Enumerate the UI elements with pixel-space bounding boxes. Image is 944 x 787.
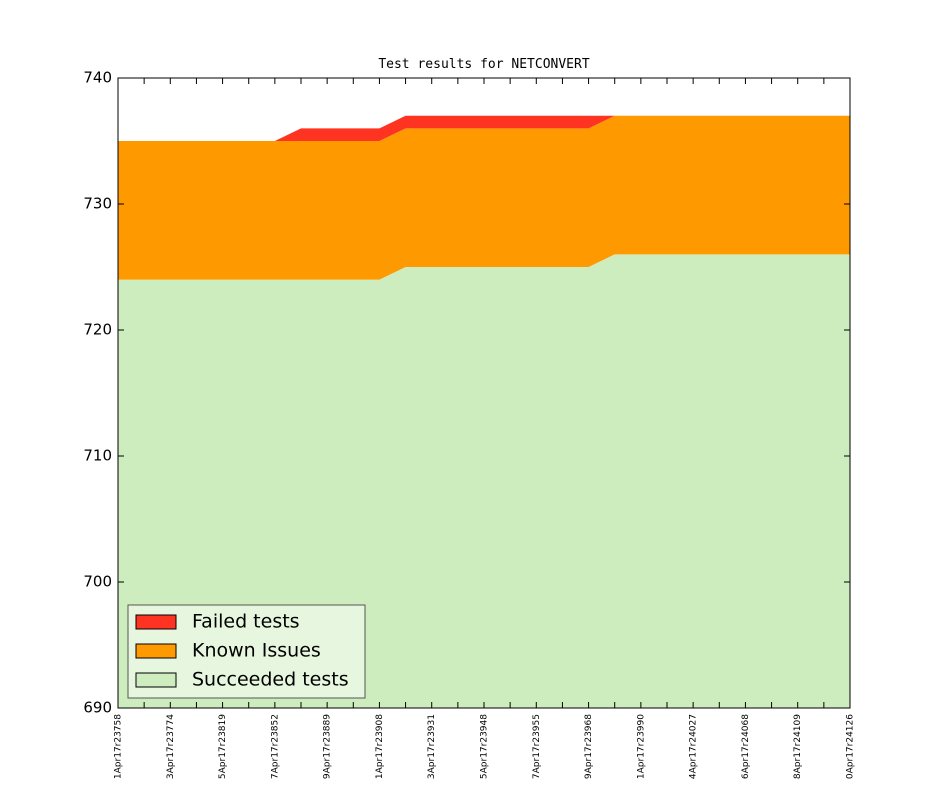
y-tick-label: 730: [83, 195, 112, 213]
x-tick-label: 1Apr17r23990: [636, 714, 646, 779]
x-tick-label: 7Apr17r23955: [532, 714, 542, 779]
area: [118, 115, 850, 141]
x-tick-label: 6Apr17r24068: [741, 714, 751, 779]
x-tick-label: 3Apr17r23931: [427, 714, 437, 779]
x-tick-label: 5Apr17r23948: [480, 714, 490, 779]
chart-title: Test results for NETCONVERT: [378, 57, 589, 72]
x-tick-label: 9Apr17r23889: [323, 714, 333, 779]
legend-label: Known Issues: [192, 640, 321, 662]
y-tick-label: 720: [83, 321, 112, 339]
x-tick-label: 0Apr17r24126: [846, 714, 856, 779]
area: [118, 115, 850, 280]
y-tick-label: 690: [83, 699, 112, 717]
legend-label: Succeeded tests: [192, 669, 349, 691]
y-tick-label: 700: [83, 573, 112, 591]
x-tick-label: 7Apr17r23852: [270, 714, 280, 779]
y-tick-label: 740: [83, 69, 112, 87]
x-tick-label: 5Apr17r23819: [218, 714, 228, 779]
y-tick-label: 710: [83, 447, 112, 465]
x-tick-label: 3Apr17r23774: [166, 714, 176, 779]
legend-label: Failed tests: [192, 611, 300, 633]
legend: Failed tests Known Issues Succeeded tests: [127, 604, 366, 699]
x-tick-label: 1Apr17r23758: [114, 714, 124, 779]
x-tick-label: 9Apr17r23968: [584, 714, 594, 779]
legend-swatch: [135, 614, 177, 630]
area: [118, 254, 850, 708]
x-tick-label: 8Apr17r24109: [793, 714, 803, 779]
legend-swatch: [135, 643, 177, 659]
legend-swatch: [135, 672, 177, 688]
x-tick-label: 1Apr17r23908: [375, 714, 385, 779]
x-tick-label: 4Apr17r24027: [689, 714, 699, 779]
